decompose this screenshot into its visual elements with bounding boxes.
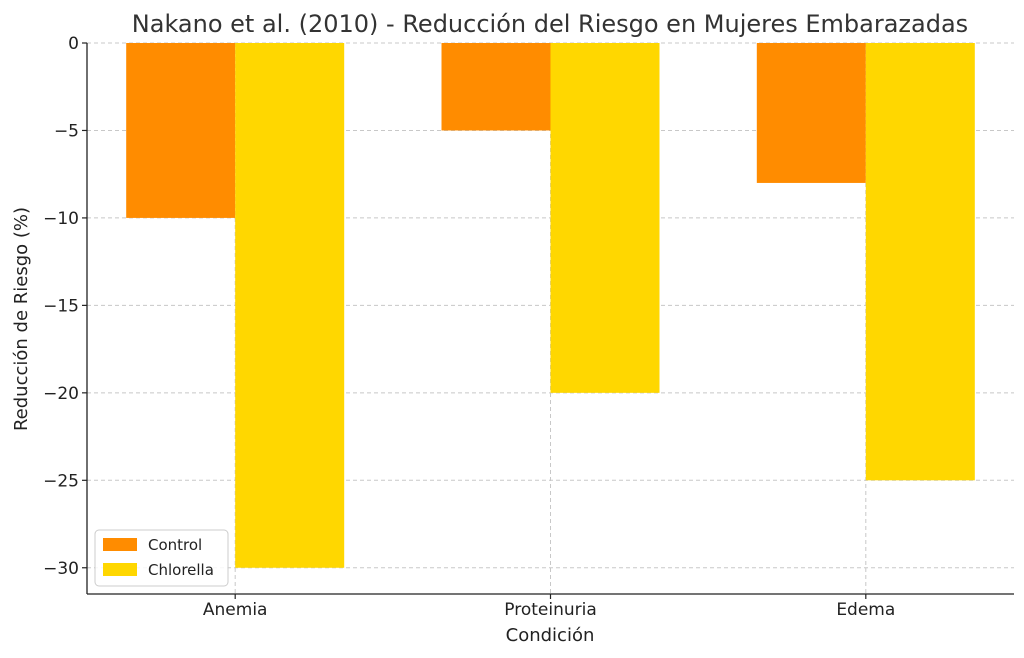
y-tick-label: −5 — [54, 121, 79, 141]
y-tick-label: −10 — [43, 209, 79, 229]
bar-control-proteinuria — [441, 43, 551, 131]
y-tick-label: −20 — [43, 384, 79, 404]
y-ticks: 0 −5 −10 −15 −20 −25 −30 — [43, 34, 87, 579]
legend-swatch-chlorella — [103, 563, 137, 576]
y-tick-label: −25 — [43, 471, 79, 491]
y-tick-label: −15 — [43, 296, 79, 316]
x-tick-label: Edema — [836, 600, 895, 620]
y-axis-label: Reducción de Riesgo (%) — [11, 207, 32, 431]
bars — [126, 43, 975, 568]
x-axis-label: Condición — [506, 625, 595, 646]
bar-control-anemia — [126, 43, 236, 218]
bar-chlorella-edema — [865, 43, 975, 481]
chart-title: Nakano et al. (2010) - Reducción del Rie… — [132, 10, 968, 38]
y-tick-label: −30 — [43, 559, 79, 579]
x-ticks: Anemia Proteinuria Edema — [203, 594, 895, 620]
x-tick-label: Anemia — [203, 600, 268, 620]
bar-chlorella-proteinuria — [550, 43, 660, 393]
bar-control-edema — [756, 43, 866, 183]
x-tick-label: Proteinuria — [504, 600, 597, 620]
legend-label-control: Control — [148, 536, 202, 554]
legend: Control Chlorella — [94, 529, 229, 587]
legend-label-chlorella: Chlorella — [148, 561, 214, 579]
bar-chlorella-anemia — [235, 43, 345, 568]
legend-swatch-control — [103, 538, 137, 551]
y-tick-label: 0 — [68, 34, 79, 54]
